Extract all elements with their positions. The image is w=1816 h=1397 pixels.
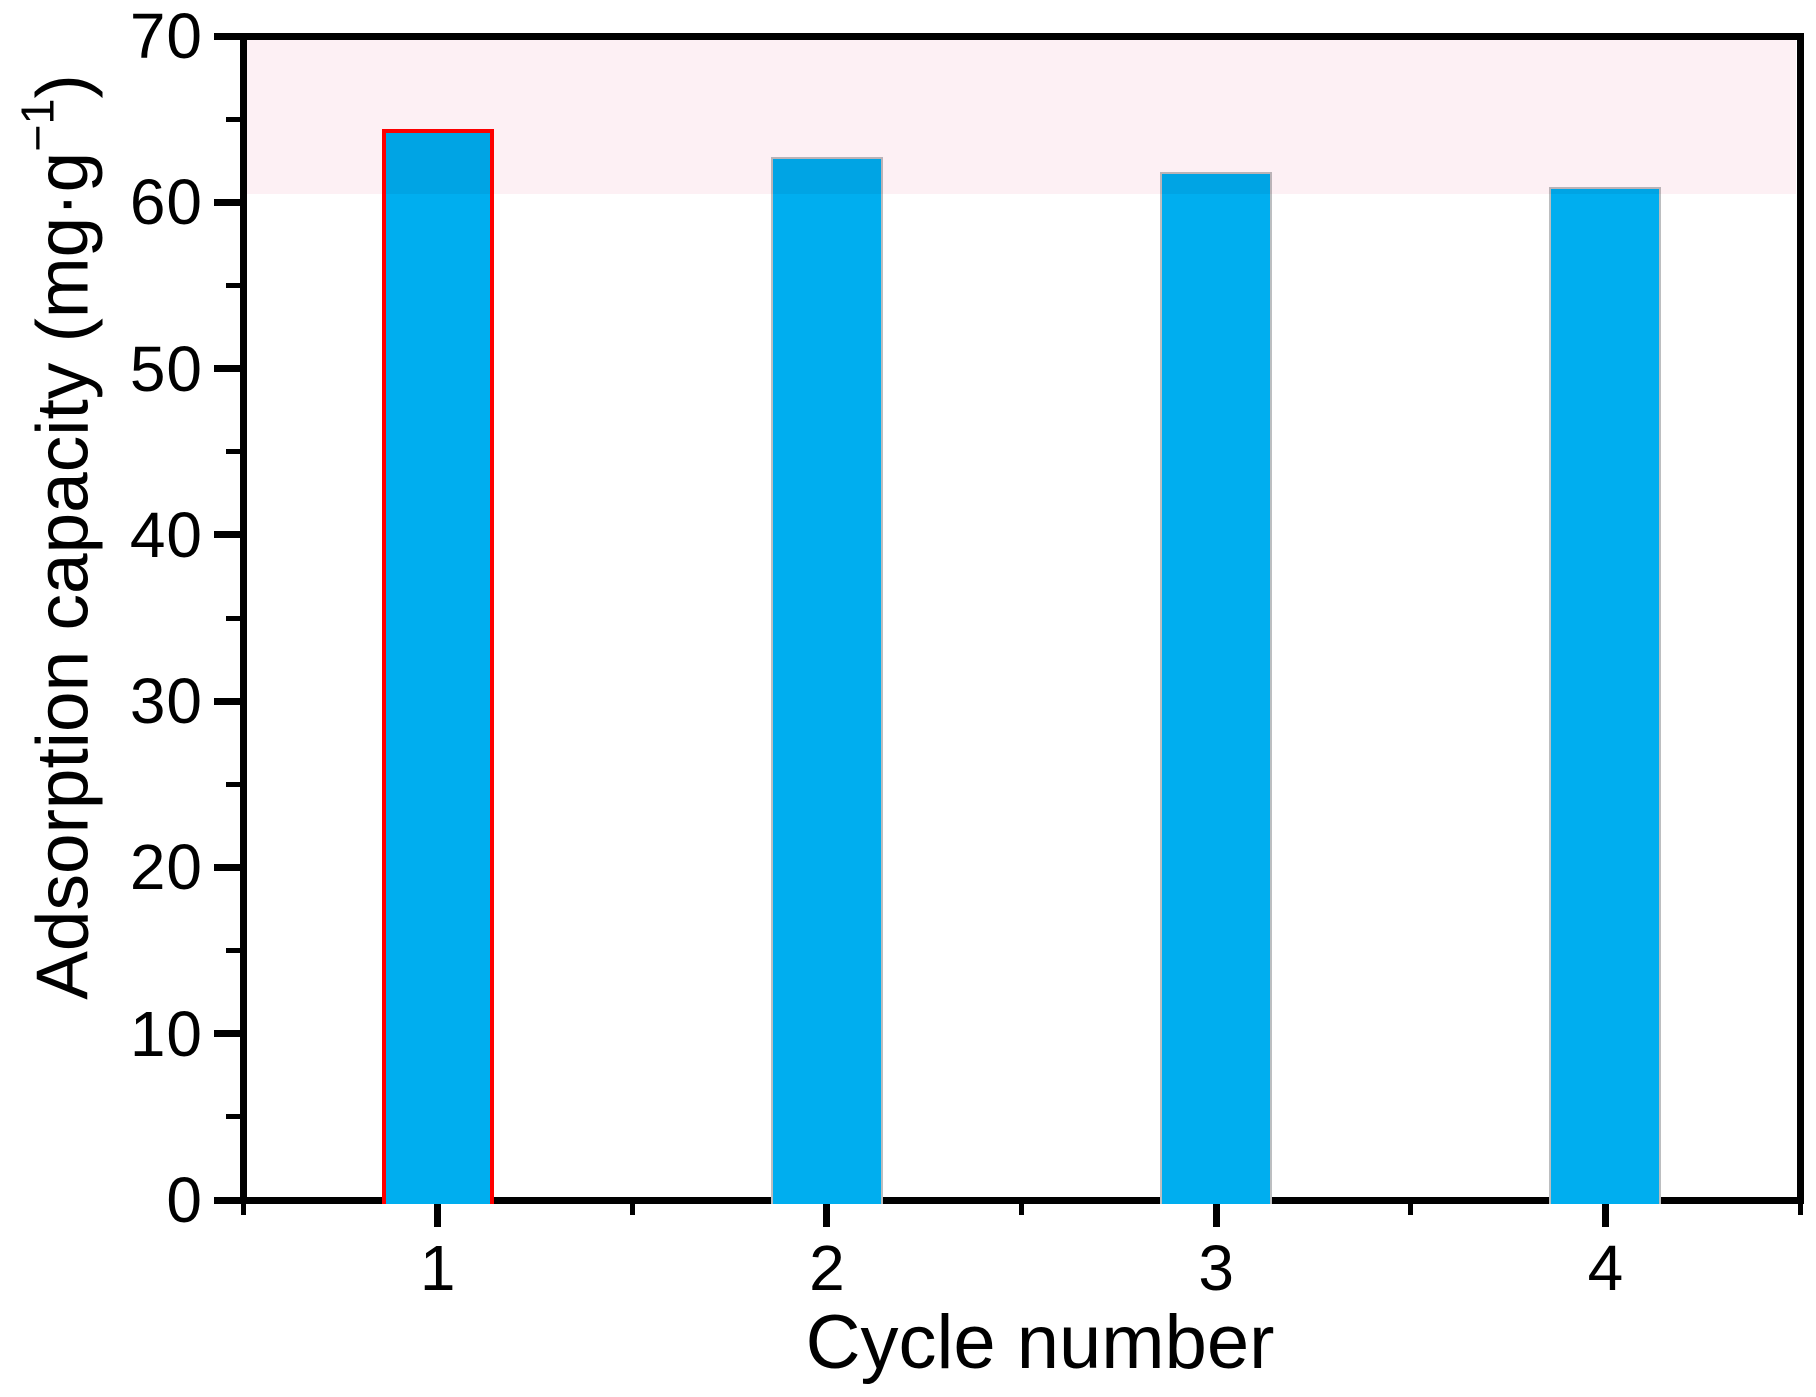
y-tick-minor-25 (225, 781, 243, 787)
x-tick-minor-1 (629, 1204, 635, 1215)
bar-cycle-2 (770, 157, 883, 1204)
y-axis-title: Adsorption capacity (mg·g−1) (12, 74, 104, 1000)
y-axis-title-base: Adsorption capacity (mg·g (22, 151, 104, 1000)
bar-cycle-4 (1549, 187, 1662, 1204)
x-tick-major-1 (434, 1204, 442, 1227)
x-tick-label-4: 4 (1587, 1232, 1624, 1304)
x-tick-label-2: 2 (809, 1232, 845, 1304)
y-tick-major-40 (213, 531, 243, 539)
bar-cycle-1 (381, 129, 494, 1204)
y-tick-major-60 (213, 198, 243, 206)
y-tick-label-20: 20 (129, 831, 203, 904)
y-tick-label-50: 50 (129, 332, 203, 405)
y-tick-minor-65 (225, 116, 243, 122)
y-tick-minor-5 (225, 1114, 243, 1120)
y-tick-minor-35 (225, 615, 243, 621)
y-tick-label-10: 10 (129, 997, 203, 1070)
y-tick-major-30 (213, 697, 243, 705)
x-tick-minor-4 (1797, 1204, 1803, 1215)
bar-cycle-3 (1160, 172, 1273, 1204)
plot-frame (240, 33, 1804, 1204)
y-tick-minor-55 (225, 282, 243, 288)
x-axis-title: Cycle number (805, 1300, 1275, 1385)
x-tick-minor-3 (1408, 1204, 1414, 1215)
y-tick-major-70 (213, 32, 243, 40)
x-tick-label-3: 3 (1198, 1232, 1234, 1304)
y-tick-minor-15 (225, 948, 243, 954)
y-tick-major-10 (213, 1030, 243, 1038)
y-axis-title-end: ) (22, 74, 104, 99)
y-tick-major-50 (213, 365, 243, 373)
x-tick-major-2 (823, 1204, 831, 1227)
x-tick-major-4 (1601, 1204, 1609, 1227)
y-tick-label-0: 0 (166, 1164, 203, 1236)
y-tick-major-0 (213, 1196, 243, 1204)
y-tick-label-60: 60 (129, 166, 203, 239)
y-tick-major-20 (213, 863, 243, 871)
y-tick-label-40: 40 (129, 498, 203, 571)
y-tick-minor-45 (225, 449, 243, 455)
y-tick-label-30: 30 (129, 665, 203, 738)
y-tick-label-70: 70 (129, 0, 203, 72)
x-tick-minor-0 (240, 1204, 246, 1215)
y-axis-title-superscript: −1 (11, 98, 64, 152)
x-tick-major-3 (1212, 1204, 1220, 1227)
x-tick-label-1: 1 (419, 1232, 456, 1304)
x-tick-minor-2 (1019, 1204, 1024, 1215)
